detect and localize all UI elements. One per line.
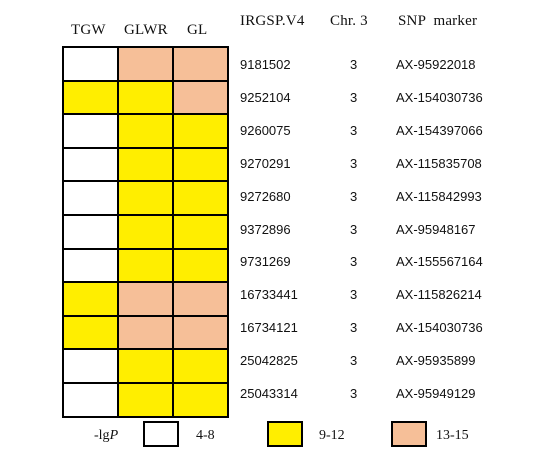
chromosome-value: 3 bbox=[350, 353, 358, 369]
gl-cell bbox=[172, 46, 229, 82]
gl-cell bbox=[172, 348, 229, 384]
gl-cell bbox=[172, 180, 229, 216]
tgw-cell bbox=[62, 79, 119, 116]
heatmap-row bbox=[62, 79, 229, 116]
position-value: 9272680 bbox=[240, 188, 291, 204]
header-tgw: TGW bbox=[71, 22, 106, 38]
glwr-cell bbox=[117, 46, 174, 82]
glwr-cell bbox=[117, 113, 174, 149]
heatmap-row bbox=[62, 113, 229, 149]
legend-title: -lgP bbox=[94, 428, 118, 444]
snp-marker-value: AX-95922018 bbox=[396, 57, 476, 72]
heatmap-row bbox=[62, 381, 229, 418]
tgw-cell bbox=[62, 247, 119, 284]
chromosome-value: 3 bbox=[350, 320, 358, 336]
chromosome-value: 3 bbox=[350, 155, 358, 171]
snp-marker-value: AX-155567164 bbox=[396, 254, 483, 270]
position-value: 16733441 bbox=[240, 287, 298, 303]
chromosome-value: 3 bbox=[350, 287, 358, 303]
chromosome-value: 3 bbox=[350, 57, 358, 72]
legend-label-high: 13-15 bbox=[436, 428, 469, 443]
heatmap-row bbox=[62, 314, 229, 351]
position-value: 9181502 bbox=[240, 57, 291, 72]
legend-swatch-mid bbox=[267, 421, 303, 447]
chromosome-value: 3 bbox=[350, 122, 358, 138]
position-value: 9372896 bbox=[240, 221, 291, 237]
glwr-cell bbox=[117, 213, 174, 250]
legend-swatch-high bbox=[391, 421, 427, 447]
chromosome-value: 3 bbox=[350, 386, 358, 401]
tgw-cell bbox=[62, 46, 119, 82]
header-chromosome: Chr. 3 bbox=[330, 13, 368, 29]
snp-marker-value: AX-95935899 bbox=[396, 353, 476, 369]
gl-cell bbox=[172, 213, 229, 250]
legend-label-low: 4-8 bbox=[196, 428, 215, 443]
gl-cell bbox=[172, 79, 229, 116]
tgw-cell bbox=[62, 213, 119, 250]
heatmap-row bbox=[62, 348, 229, 384]
glwr-cell bbox=[117, 146, 174, 183]
snp-marker-value: AX-154030736 bbox=[396, 320, 483, 336]
legend-swatch-low bbox=[143, 421, 179, 447]
heatmap-row bbox=[62, 146, 229, 183]
position-value: 9731269 bbox=[240, 254, 291, 270]
tgw-cell bbox=[62, 146, 119, 183]
position-value: 16734121 bbox=[240, 320, 298, 336]
heatmap-row bbox=[62, 46, 229, 82]
gl-cell bbox=[172, 247, 229, 284]
chromosome-value: 3 bbox=[350, 89, 358, 105]
gl-cell bbox=[172, 146, 229, 183]
glwr-cell bbox=[117, 180, 174, 216]
legend-prefix-italic: P bbox=[109, 428, 119, 443]
gl-cell bbox=[172, 314, 229, 351]
header-gl: GL bbox=[187, 22, 208, 38]
snp-marker-value: AX-115826214 bbox=[396, 287, 482, 303]
tgw-cell bbox=[62, 381, 119, 418]
glwr-cell bbox=[117, 348, 174, 384]
header-glwr: GLWR bbox=[124, 22, 168, 38]
heatmap-row bbox=[62, 247, 229, 284]
chromosome-value: 3 bbox=[350, 254, 358, 270]
heatmap-row bbox=[62, 281, 229, 317]
snp-marker-value: AX-95949129 bbox=[396, 386, 476, 401]
snp-marker-value: AX-95948167 bbox=[396, 221, 476, 237]
position-value: 9270291 bbox=[240, 155, 291, 171]
glwr-cell bbox=[117, 281, 174, 317]
chromosome-value: 3 bbox=[350, 188, 358, 204]
heatmap-row bbox=[62, 213, 229, 250]
position-value: 9260075 bbox=[240, 122, 291, 138]
header-irgsp: IRGSP.V4 bbox=[240, 13, 305, 29]
position-value: 25043314 bbox=[240, 386, 298, 401]
chromosome-value: 3 bbox=[350, 221, 358, 237]
heatmap-row bbox=[62, 180, 229, 216]
heatmap-grid bbox=[62, 46, 229, 418]
tgw-cell bbox=[62, 348, 119, 384]
position-value: 25042825 bbox=[240, 353, 298, 369]
glwr-cell bbox=[117, 79, 174, 116]
snp-marker-value: AX-115835708 bbox=[396, 155, 482, 171]
snp-marker-value: AX-154030736 bbox=[396, 89, 483, 105]
tgw-cell bbox=[62, 314, 119, 351]
gl-cell bbox=[172, 281, 229, 317]
glwr-cell bbox=[117, 247, 174, 284]
legend-prefix: -lg bbox=[94, 428, 110, 443]
legend-label-mid: 9-12 bbox=[319, 428, 345, 443]
snp-marker-value: AX-154397066 bbox=[396, 122, 483, 138]
glwr-cell bbox=[117, 381, 174, 418]
position-value: 9252104 bbox=[240, 89, 291, 105]
tgw-cell bbox=[62, 180, 119, 216]
tgw-cell bbox=[62, 113, 119, 149]
snp-marker-value: AX-115842993 bbox=[396, 188, 482, 204]
header-snp-marker: SNP marker bbox=[398, 13, 478, 29]
glwr-cell bbox=[117, 314, 174, 351]
tgw-cell bbox=[62, 281, 119, 317]
gl-cell bbox=[172, 113, 229, 149]
gl-cell bbox=[172, 381, 229, 418]
